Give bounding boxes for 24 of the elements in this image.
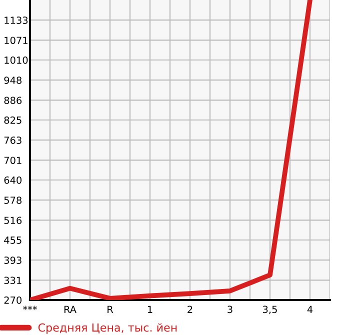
x-tick-label: 1: [148, 306, 152, 313]
x-tick-label: ***: [23, 306, 37, 310]
x-tick-label: 2: [188, 306, 192, 313]
x-tick-label: RA: [64, 306, 76, 313]
y-tick-label: 578: [4, 196, 22, 204]
x-tick-label: 4: [307, 306, 313, 313]
y-tick-label: 825: [4, 116, 22, 124]
y-tick-label: 516: [4, 216, 22, 224]
y-tick-label: 270: [4, 296, 22, 304]
y-tick-label: 393: [4, 256, 22, 264]
y-tick-label: 763: [4, 136, 22, 144]
x-tick-label: 3,5: [263, 306, 277, 314]
y-tick-label: 886: [4, 96, 22, 104]
y-tick-label: 1071: [4, 36, 28, 44]
y-tick-label: 948: [4, 76, 22, 84]
y-tick-label: 640: [4, 176, 22, 184]
x-tick-label: 3: [228, 306, 232, 314]
x-tick-label: R: [108, 306, 114, 313]
y-tick-label: 1133: [4, 16, 28, 24]
legend-label: Средняя Цена, тыс. йен: [38, 323, 177, 334]
y-tick-label: 1010: [4, 56, 28, 64]
y-tick-label: 331: [4, 276, 22, 284]
y-tick-label: 701: [4, 156, 22, 164]
y-tick-label: 455: [4, 236, 22, 244]
